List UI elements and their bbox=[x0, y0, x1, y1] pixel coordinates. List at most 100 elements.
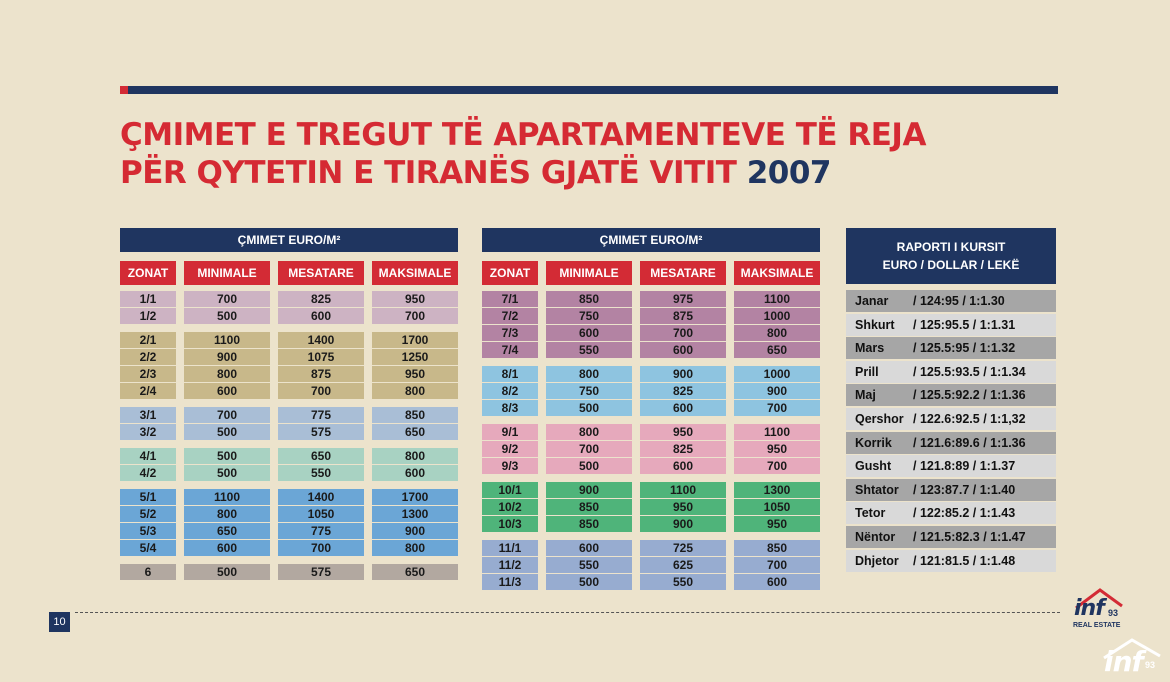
price-cell: 600 bbox=[640, 458, 726, 474]
zone-cell: 11/1 bbox=[482, 540, 538, 556]
rate-value: / 121.6:89.6 / 1:1.36 bbox=[913, 435, 1026, 450]
exchange-rate-rows: Janar / 124:95 / 1:1.30 Shkurt / 125:95.5 /… bbox=[846, 290, 1056, 572]
exchange-row: Tetor / 122:85.2 / 1:1.43 bbox=[846, 502, 1056, 525]
price-cell: 975 bbox=[640, 291, 726, 307]
rate-value: / 122.6:92.5 / 1:1,32 bbox=[913, 411, 1026, 426]
zone-cell: 6 bbox=[120, 564, 176, 580]
price-cell: 850 bbox=[546, 499, 632, 515]
title-year: 2007 bbox=[746, 155, 832, 191]
zone-cell: 2/4 bbox=[120, 383, 176, 399]
column-header: MAKSIMALE bbox=[734, 261, 820, 285]
price-cell: 950 bbox=[734, 516, 820, 532]
price-cell: 900 bbox=[184, 349, 270, 365]
price-cell: 825 bbox=[640, 441, 726, 457]
watermark-house-icon bbox=[1103, 638, 1161, 660]
zone-cell: 10/1 bbox=[482, 482, 538, 498]
zone-cell: 7/2 bbox=[482, 308, 538, 324]
table-row: 10/3 850 900 950 bbox=[482, 516, 820, 532]
table-row: 11/3 500 550 600 bbox=[482, 574, 820, 590]
table-header: ÇMIMET EURO/M² bbox=[482, 228, 820, 252]
price-cell: 1700 bbox=[372, 332, 458, 348]
price-cell: 600 bbox=[734, 574, 820, 590]
column-header: MESATARE bbox=[640, 261, 726, 285]
price-cell: 600 bbox=[640, 400, 726, 416]
rate-value: / 124:95 / 1:1.30 bbox=[913, 294, 1005, 308]
price-cell: 850 bbox=[546, 291, 632, 307]
rate-value: / 121:81.5 / 1:1.48 bbox=[913, 553, 1016, 568]
zone-cell: 9/2 bbox=[482, 441, 538, 457]
rate-value: / 121.5:82.3 / 1:1.47 bbox=[913, 529, 1026, 544]
column-header: ZONAT bbox=[482, 261, 538, 285]
zone-cell: 4/1 bbox=[120, 448, 176, 464]
zone-cell: 8/1 bbox=[482, 366, 538, 382]
price-cell: 725 bbox=[640, 540, 726, 556]
column-header: MINIMALE bbox=[546, 261, 632, 285]
zone-cell: 2/3 bbox=[120, 366, 176, 382]
page-number: 10 bbox=[49, 612, 70, 632]
price-cell: 1300 bbox=[372, 506, 458, 522]
price-cell: 800 bbox=[734, 325, 820, 341]
zone-cell: 5/2 bbox=[120, 506, 176, 522]
price-cell: 575 bbox=[278, 424, 364, 440]
price-cell: 575 bbox=[278, 564, 364, 580]
rate-value: / 125:95.5 / 1:1.31 bbox=[913, 317, 1016, 332]
exchange-row: Shkurt / 125:95.5 / 1:1.31 bbox=[846, 313, 1056, 336]
price-cell: 950 bbox=[640, 499, 726, 515]
month-label: Prill bbox=[855, 364, 879, 379]
price-cell: 600 bbox=[184, 383, 270, 399]
table-row: 7/4 550 600 650 bbox=[482, 342, 820, 358]
table-header: ÇMIMET EURO/M² bbox=[120, 228, 458, 252]
price-cell: 800 bbox=[372, 540, 458, 556]
price-cell: 900 bbox=[372, 523, 458, 539]
month-label: Tetor bbox=[855, 506, 886, 521]
title-line-2-text: PËR QYTETIN E TIRANËS GJATË VITIT bbox=[120, 155, 737, 191]
zone-cell: 3/2 bbox=[120, 424, 176, 440]
price-cell: 500 bbox=[184, 424, 270, 440]
zone-cell: 8/2 bbox=[482, 383, 538, 399]
table-row: 7/3 600 700 800 bbox=[482, 325, 820, 341]
price-cell: 825 bbox=[640, 383, 726, 399]
column-headers: ZONAT MINIMALE MESATARE MAKSIMALE bbox=[120, 261, 458, 285]
price-cell: 875 bbox=[278, 366, 364, 382]
price-cell: 550 bbox=[546, 342, 632, 358]
table-row: 9/3 500 600 700 bbox=[482, 458, 820, 474]
rate-value: / 122:85.2 / 1:1.43 bbox=[913, 506, 1016, 521]
table-row: 10/2 850 950 1050 bbox=[482, 499, 820, 515]
exchange-row: Prill / 125.5:93.5 / 1:1.34 bbox=[846, 360, 1056, 383]
title-line-2: PËR QYTETIN E TIRANËS GJATË VITIT 2007 bbox=[120, 154, 1020, 192]
price-cell: 700 bbox=[734, 557, 820, 573]
column-headers: ZONAT MINIMALE MESATARE MAKSIMALE bbox=[482, 261, 820, 285]
zone-cell: 5/3 bbox=[120, 523, 176, 539]
zone-cell: 5/1 bbox=[120, 489, 176, 505]
price-cell: 1000 bbox=[734, 366, 820, 382]
logo-number: 93 bbox=[1108, 608, 1119, 618]
price-cell: 500 bbox=[184, 465, 270, 481]
price-cell: 1075 bbox=[278, 349, 364, 365]
exchange-row: Dhjetor / 121:81.5 / 1:1.48 bbox=[846, 549, 1056, 572]
price-cell: 875 bbox=[640, 308, 726, 324]
column-header: MESATARE bbox=[278, 261, 364, 285]
month-label: Dhjetor bbox=[855, 553, 899, 568]
price-cell: 500 bbox=[184, 564, 270, 580]
exchange-row: Maj / 125.5:92.2 / 1:1.36 bbox=[846, 384, 1056, 407]
title-line-1: ÇMIMET E TREGUT TË APARTAMENTEVE TË REJA bbox=[120, 117, 926, 153]
table-row: 3/2 500 575 650 bbox=[120, 424, 458, 440]
exchange-rate-header: RAPORTI I KURSIT EURO / DOLLAR / LEKË bbox=[846, 228, 1056, 284]
zone-cell: 7/3 bbox=[482, 325, 538, 341]
exchange-row: Mars / 125.5:95 / 1:1.32 bbox=[846, 337, 1056, 360]
price-cell: 625 bbox=[640, 557, 726, 573]
month-label: Mars bbox=[855, 341, 885, 356]
footer-dashed-line bbox=[75, 612, 1060, 613]
exchange-row: Gusht / 121.8:89 / 1:1.37 bbox=[846, 455, 1056, 478]
table-row: 1/2 500 600 700 bbox=[120, 308, 458, 324]
price-cell: 1100 bbox=[734, 291, 820, 307]
price-cell: 900 bbox=[734, 383, 820, 399]
table-row: 8/1 800 900 1000 bbox=[482, 366, 820, 382]
exchange-row: Qershor / 122.6:92.5 / 1:1,32 bbox=[846, 407, 1056, 430]
month-label: Nëntor bbox=[855, 529, 896, 544]
table-row: 6 500 575 650 bbox=[120, 564, 458, 580]
zone-cell: 8/3 bbox=[482, 400, 538, 416]
table-row: 5/1 1100 1400 1700 bbox=[120, 489, 458, 505]
rate-value: / 121.8:89 / 1:1.37 bbox=[913, 459, 1016, 474]
price-cell: 1000 bbox=[734, 308, 820, 324]
